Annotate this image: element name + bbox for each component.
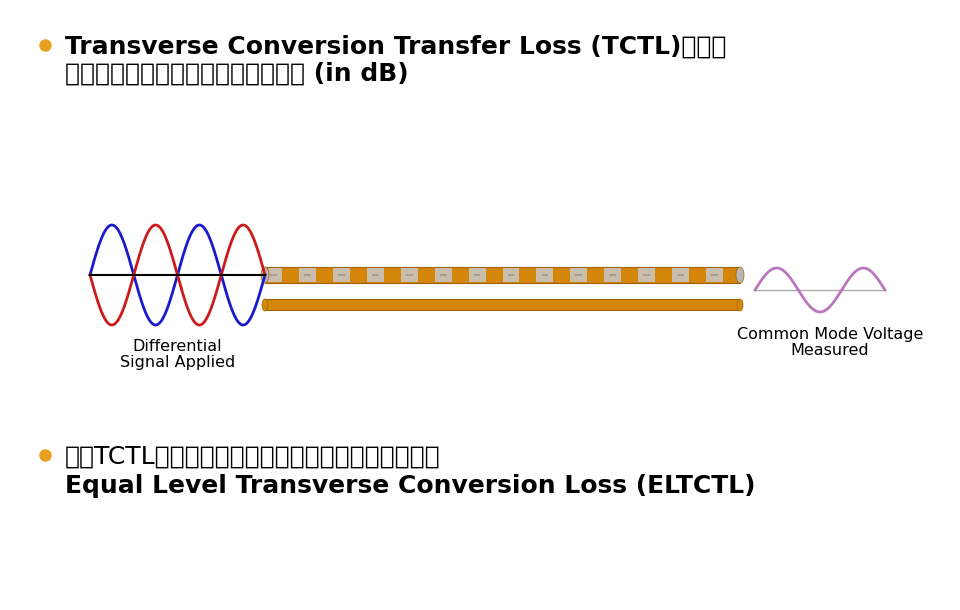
Bar [541,274,548,276]
Bar [610,274,616,276]
Bar [473,274,480,276]
Ellipse shape [261,267,269,283]
Bar [435,268,451,282]
Bar [468,268,486,282]
Bar [270,274,276,276]
Bar [638,268,655,282]
Bar [406,274,413,276]
Text: Common Mode Voltage: Common Mode Voltage [737,327,924,342]
Bar [677,274,684,276]
Ellipse shape [737,299,743,311]
Bar [333,268,349,282]
Text: Equal Level Transverse Conversion Loss (ELTCTL): Equal Level Transverse Conversion Loss (… [65,474,756,498]
Bar [711,274,718,276]
Bar [372,274,378,276]
Text: 由于TCTL随链路加长会自动改善，所以实际上我们用: 由于TCTL随链路加长会自动改善，所以实际上我们用 [65,445,441,469]
Bar [265,300,740,310]
Bar [508,274,515,276]
Text: Signal Applied: Signal Applied [120,355,235,370]
Bar [265,267,740,283]
Bar [672,268,689,282]
Bar [604,268,621,282]
Bar [502,268,519,282]
Bar [706,268,723,282]
Bar [643,274,650,276]
Text: Differential: Differential [132,339,223,354]
Text: Transverse Conversion Transfer Loss (TCTL)差分信: Transverse Conversion Transfer Loss (TCT… [65,35,727,59]
Bar [575,274,582,276]
Text: Measured: Measured [791,343,870,358]
Ellipse shape [262,299,268,311]
Ellipse shape [736,267,744,283]
Bar [400,268,418,282]
Text: 号和同一线对另一端共模电压的比値 (in dB): 号和同一线对另一端共模电压的比値 (in dB) [65,62,409,86]
Bar [265,299,740,311]
Bar [440,274,446,276]
Bar [338,274,345,276]
Bar [304,274,311,276]
Bar [537,268,553,282]
Bar [570,268,588,282]
Bar [265,268,282,282]
Bar [299,268,316,282]
Bar [367,268,384,282]
